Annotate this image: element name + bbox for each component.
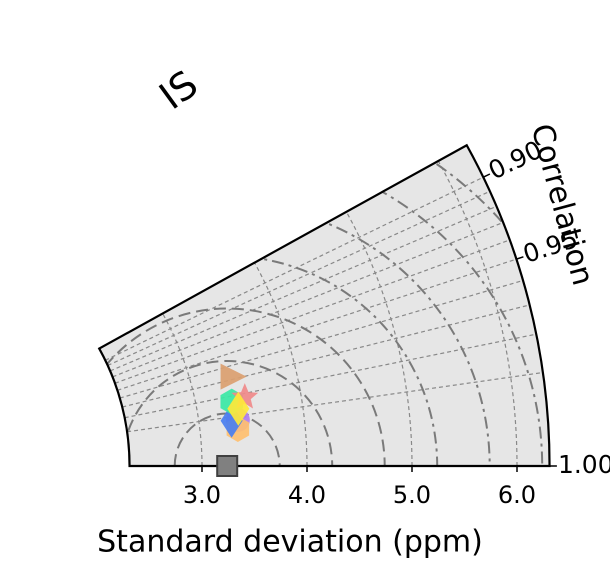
x-axis-label: Standard deviation (ppm) <box>97 525 483 560</box>
x-tick-label: 5.0 <box>393 481 431 509</box>
rms-contour <box>121 360 334 467</box>
plot-area <box>99 145 550 467</box>
correlation-tick-mark <box>516 256 524 260</box>
marker-square <box>216 455 239 477</box>
marker-diamond <box>227 391 250 426</box>
plot-background <box>99 145 550 467</box>
x-tick-label: 3.0 <box>183 481 221 509</box>
correlation-grid-line <box>107 190 491 366</box>
rms-contour <box>99 307 386 467</box>
correlation-grid-line <box>109 205 497 372</box>
x-tick-label: 6.0 <box>498 481 536 509</box>
x-tick-label: 4.0 <box>288 481 326 509</box>
plot-frame: 3.0 4.0 5.0 6.00.900.951.00 <box>97 135 610 509</box>
marker-triangle-right <box>220 363 247 390</box>
frame-outline <box>97 143 551 468</box>
correlation-tick-label: 1.00 <box>558 450 610 479</box>
correlation-grid-line <box>114 239 511 384</box>
correlation-tick-mark <box>482 173 491 178</box>
correlation-grid-line <box>112 221 504 378</box>
chart-title: IS <box>151 62 205 118</box>
data-markers <box>216 363 259 477</box>
std-grid-arc <box>253 262 308 467</box>
correlation-grid-line <box>124 333 537 419</box>
